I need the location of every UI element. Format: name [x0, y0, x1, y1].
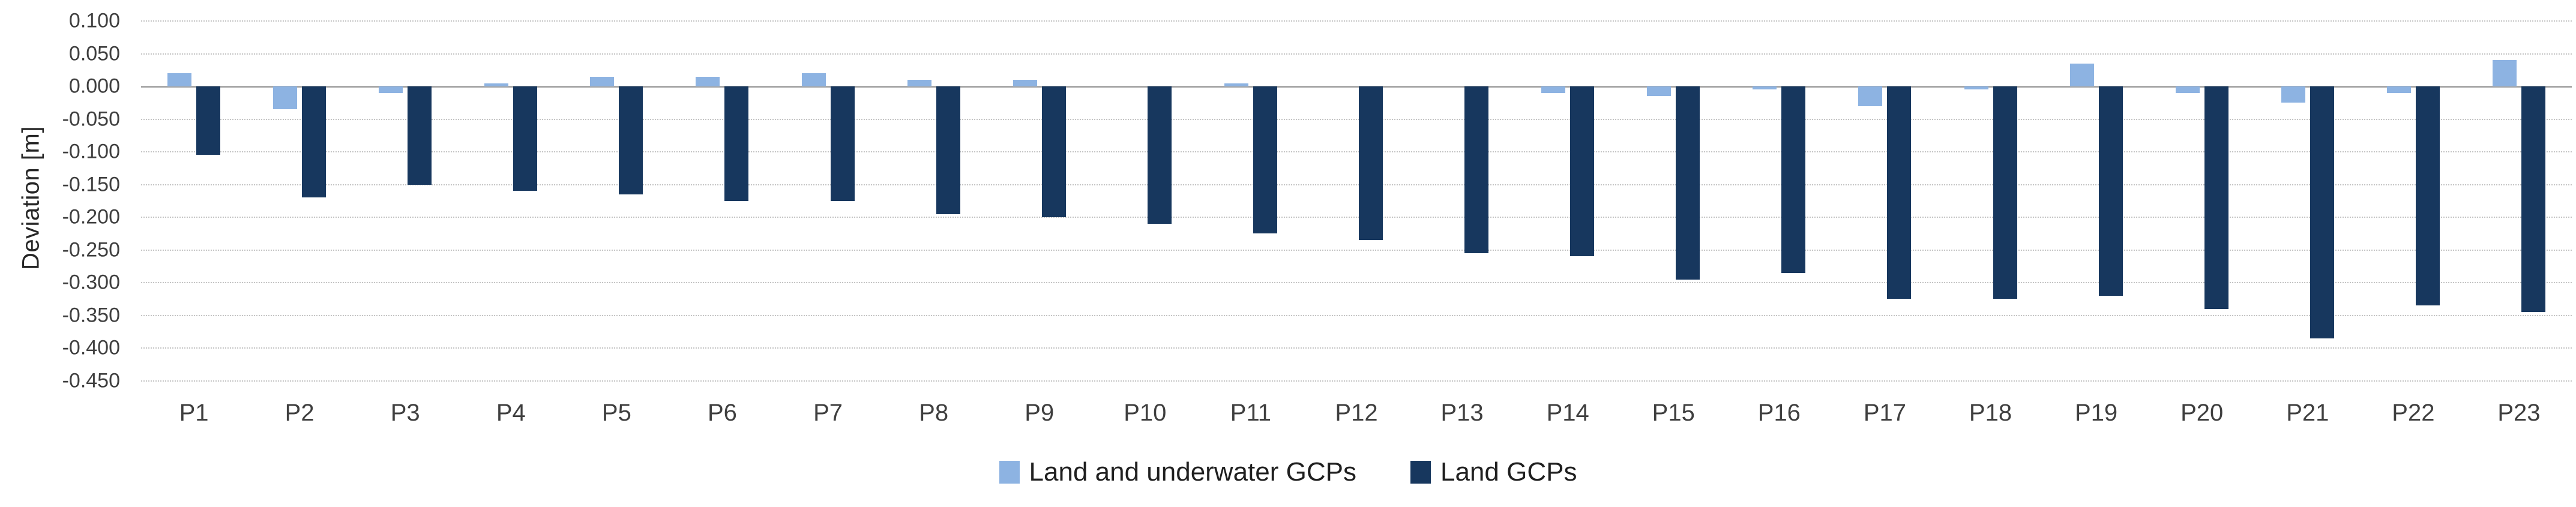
gridline	[141, 249, 2572, 251]
bar-land-and-underwater-gcps-p23	[2492, 60, 2517, 86]
bar-land-gcps-p14	[1570, 86, 1595, 257]
x-tick-label: P21	[2286, 400, 2329, 426]
bar-land-gcps-p9	[1041, 86, 1066, 217]
bar-land-gcps-p7	[830, 86, 855, 201]
bar-land-and-underwater-gcps-p15	[1647, 86, 1672, 97]
x-tick-label: P1	[179, 400, 209, 426]
gridline	[141, 380, 2572, 382]
bar-land-and-underwater-gcps-p17	[1858, 86, 1883, 106]
y-tick-label: -0.300	[62, 271, 120, 294]
bar-land-gcps-p6	[724, 86, 749, 201]
x-tick-label: P20	[2180, 400, 2224, 426]
gridline	[141, 20, 2572, 22]
gridline	[141, 314, 2572, 316]
bar-land-and-underwater-gcps-p1	[167, 73, 192, 86]
x-tick-label: P5	[601, 400, 631, 426]
bar-land-gcps-p11	[1253, 86, 1277, 234]
x-tick-label: P10	[1124, 400, 1167, 426]
x-tick-label: P12	[1335, 400, 1378, 426]
bar-land-gcps-p21	[2310, 86, 2334, 338]
bar-land-and-underwater-gcps-p6	[696, 76, 720, 86]
legend-item-land-gcps: Land GCPs	[1410, 457, 1577, 487]
x-tick-label: P22	[2392, 400, 2435, 426]
legend-label-land-gcps: Land GCPs	[1440, 457, 1577, 487]
y-tick-label: -0.450	[62, 369, 120, 392]
y-tick-label: -0.150	[62, 173, 120, 196]
bar-land-and-underwater-gcps-p8	[907, 80, 931, 86]
x-tick-label: P13	[1440, 400, 1484, 426]
bar-land-and-underwater-gcps-p18	[1964, 86, 1988, 90]
bar-land-gcps-p2	[302, 86, 327, 198]
bar-land-and-underwater-gcps-p22	[2386, 86, 2411, 93]
bar-land-gcps-p20	[2204, 86, 2228, 309]
x-tick-label: P15	[1652, 400, 1695, 426]
x-tick-label: P17	[1863, 400, 1907, 426]
y-tick-label: -0.350	[62, 304, 120, 326]
bar-land-and-underwater-gcps-p19	[2069, 63, 2094, 86]
bar-land-gcps-p8	[936, 86, 960, 214]
bar-land-gcps-p15	[1676, 86, 1700, 280]
gridline	[141, 282, 2572, 283]
y-tick-label: 0.100	[68, 9, 120, 32]
bar-land-gcps-p22	[2415, 86, 2440, 306]
gridline	[141, 151, 2572, 152]
bar-land-gcps-p12	[1359, 86, 1383, 241]
y-tick-label: -0.200	[62, 205, 120, 229]
x-tick-label: P8	[919, 400, 949, 426]
bar-land-gcps-p4	[513, 86, 538, 191]
x-tick-label: P6	[708, 400, 737, 426]
bar-land-gcps-p23	[2521, 86, 2545, 313]
x-tick-label: P7	[813, 400, 843, 426]
bar-land-and-underwater-gcps-p2	[273, 86, 298, 110]
zero-axis-line	[141, 86, 2572, 88]
x-tick-label: P9	[1025, 400, 1055, 426]
bar-land-gcps-p1	[196, 86, 221, 155]
y-tick-label: 0.000	[68, 74, 120, 98]
gridline	[141, 347, 2572, 349]
x-tick-label: P4	[496, 400, 526, 426]
y-tick-label: -0.400	[62, 336, 120, 359]
bar-land-gcps-p17	[1887, 86, 1912, 299]
bar-land-gcps-p13	[1464, 86, 1489, 253]
x-tick-label: P16	[1757, 400, 1801, 426]
bar-land-and-underwater-gcps-p16	[1753, 86, 1777, 90]
x-tick-label: P19	[2075, 400, 2118, 426]
bar-land-gcps-p18	[1993, 86, 2017, 299]
bar-land-gcps-p16	[1781, 86, 1806, 273]
gridline	[141, 217, 2572, 218]
legend: Land and underwater GCPs Land GCPs	[0, 457, 2576, 487]
bar-land-and-underwater-gcps-p4	[484, 83, 509, 86]
gridline	[141, 184, 2572, 185]
x-tick-label: P14	[1546, 400, 1589, 426]
legend-item-land-and-underwater-gcps: Land and underwater GCPs	[999, 457, 1356, 487]
bar-land-and-underwater-gcps-p5	[590, 76, 615, 86]
legend-swatch-land-and-underwater-gcps	[999, 461, 1020, 484]
bar-land-gcps-p19	[2098, 86, 2123, 296]
bar-land-and-underwater-gcps-p20	[2175, 86, 2200, 93]
x-tick-label: P11	[1230, 400, 1272, 426]
bar-land-and-underwater-gcps-p21	[2281, 86, 2305, 103]
y-tick-label: 0.050	[68, 42, 120, 65]
x-tick-label: P18	[1969, 400, 2012, 426]
legend-swatch-land-gcps	[1410, 461, 1431, 484]
bar-land-and-underwater-gcps-p3	[379, 86, 403, 93]
bar-land-gcps-p10	[1147, 86, 1172, 224]
legend-label-land-and-underwater-gcps: Land and underwater GCPs	[1029, 457, 1356, 487]
bar-land-and-underwater-gcps-p9	[1013, 80, 1037, 86]
y-tick-label: -0.050	[62, 107, 120, 130]
bar-land-gcps-p3	[408, 86, 432, 185]
bar-land-and-underwater-gcps-p7	[801, 73, 826, 86]
bar-land-gcps-p5	[619, 86, 643, 194]
x-tick-label: P2	[284, 400, 314, 426]
gridline	[141, 118, 2572, 120]
x-tick-label: P23	[2497, 400, 2541, 426]
bar-land-and-underwater-gcps-p11	[1224, 83, 1248, 86]
bar-land-and-underwater-gcps-p14	[1541, 86, 1566, 93]
x-tick-label: P3	[390, 400, 420, 426]
y-tick-label: -0.100	[62, 140, 120, 163]
gridline	[141, 53, 2572, 55]
y-tick-label: -0.250	[62, 238, 120, 261]
